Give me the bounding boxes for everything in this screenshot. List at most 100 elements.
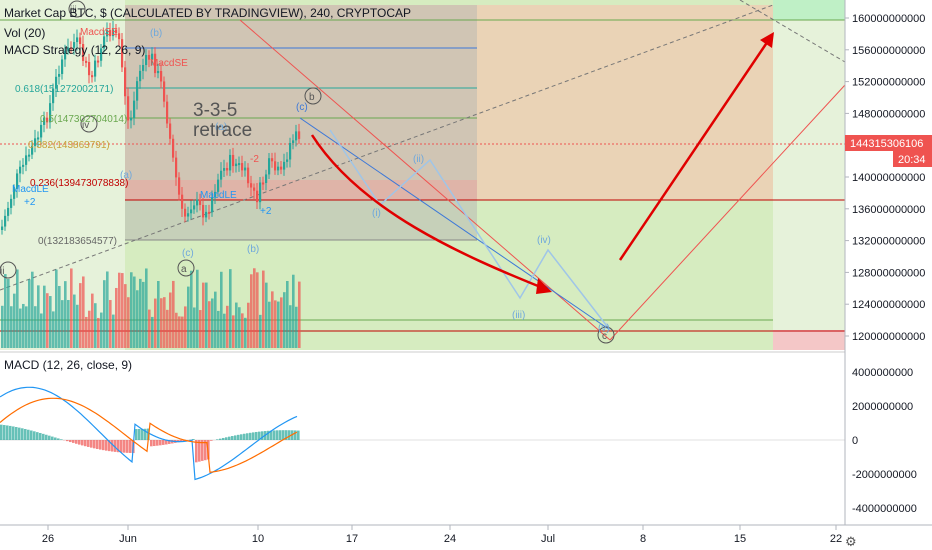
volume-bar	[271, 291, 274, 348]
volume-bar	[241, 313, 244, 348]
candle	[139, 70, 142, 82]
volume-bar	[70, 268, 73, 348]
fib-zone-gray	[125, 5, 477, 240]
macd-hist-bar	[75, 440, 78, 444]
macd-hist-bar	[153, 440, 156, 447]
candle	[46, 117, 49, 123]
candle	[268, 158, 271, 175]
candle	[232, 154, 235, 167]
volume-bar	[247, 302, 250, 348]
candle	[178, 177, 181, 195]
volume-bar	[265, 282, 268, 348]
candle	[112, 29, 115, 37]
time-tick-label: Jun	[119, 533, 137, 545]
candle	[169, 123, 172, 139]
time-tick-label: 8	[640, 533, 646, 545]
candle	[229, 154, 232, 171]
settings-icon[interactable]: ⚙	[845, 535, 857, 550]
macd-hist-bar	[126, 440, 129, 453]
volume-bar	[184, 306, 187, 348]
candle	[73, 42, 76, 48]
macd-hist-bar	[96, 440, 99, 449]
wave-circle-a	[177, 259, 195, 277]
candle	[10, 198, 13, 208]
time-tick-label: 15	[734, 533, 746, 545]
candle	[223, 168, 226, 171]
candle	[202, 204, 205, 218]
price-tick-label: 132000000000	[852, 236, 925, 248]
volume-bar	[208, 301, 211, 348]
wave-label: (iv)	[537, 235, 551, 246]
volume-bar	[88, 310, 91, 348]
volume-bar	[40, 313, 43, 348]
volume-bar	[82, 276, 85, 348]
volume-bar	[28, 279, 31, 348]
signal-label: MacdLE	[200, 190, 237, 201]
macd-hist-bar	[45, 434, 48, 440]
candle	[16, 173, 19, 190]
candle	[256, 190, 259, 203]
macd-hist-bar	[210, 440, 213, 441]
macd-hist-bar	[234, 435, 237, 440]
volume-bar	[4, 274, 7, 348]
candle	[49, 103, 52, 123]
candle	[4, 215, 7, 227]
volume-bar	[64, 281, 67, 348]
macd-hist-bar	[9, 425, 12, 440]
wave-label: (i)	[372, 208, 381, 219]
volume-bar	[61, 300, 64, 348]
candle	[265, 174, 268, 183]
candle	[298, 131, 301, 139]
macd-hist-bar	[156, 440, 159, 446]
volume-bar	[85, 316, 88, 348]
candle	[250, 183, 253, 188]
volume-bar	[136, 290, 139, 348]
candle	[286, 159, 289, 162]
macd-hist-bar	[258, 431, 261, 440]
macd-hist-bar	[42, 433, 45, 440]
price-tick-label: 136000000000	[852, 204, 925, 216]
volume-bar	[193, 307, 196, 348]
price-tick-label: 156000000000	[852, 45, 925, 57]
macd-hist-bar	[267, 430, 270, 440]
candle	[52, 88, 55, 104]
channel-line	[239, 19, 611, 341]
macd-hist-bar	[288, 430, 291, 440]
volume-bar	[181, 316, 184, 348]
candle	[253, 187, 256, 191]
macd-hist-bar	[150, 440, 153, 447]
candle	[214, 191, 217, 198]
candle	[172, 138, 175, 158]
volume-bar	[199, 310, 202, 348]
volume-bar	[163, 297, 166, 348]
candle	[76, 37, 79, 43]
channel-line	[609, 84, 846, 341]
volume-bar	[139, 278, 142, 348]
target-zone	[773, 0, 845, 20]
volume-bar	[172, 280, 175, 348]
volume-bar	[175, 312, 178, 348]
volume-bar	[196, 269, 199, 348]
signal-label: -2	[250, 154, 259, 165]
candle	[34, 138, 37, 146]
macd-hist-bar	[231, 436, 234, 440]
candle	[94, 60, 97, 77]
time-tick-label: 24	[444, 533, 456, 545]
macd-hist-bar	[48, 435, 51, 440]
price-tick-label: 152000000000	[852, 77, 925, 89]
volume-bar	[151, 316, 154, 348]
wave-label: (c)	[182, 248, 194, 259]
wave-circle-ii	[0, 261, 17, 279]
candle	[127, 96, 130, 121]
macd-hist-bar	[198, 440, 201, 462]
price-axis[interactable]	[845, 0, 932, 525]
macd-hist-bar	[240, 434, 243, 440]
macd-hist-bar	[216, 439, 219, 440]
time-tick-label: 26	[42, 533, 54, 545]
candle	[22, 164, 25, 167]
volume-bar	[121, 273, 124, 348]
volume-bar	[154, 298, 157, 348]
wave-circle-iii	[68, 0, 86, 18]
macd-hist-bar	[273, 430, 276, 440]
macd-hist-bar	[114, 440, 117, 452]
